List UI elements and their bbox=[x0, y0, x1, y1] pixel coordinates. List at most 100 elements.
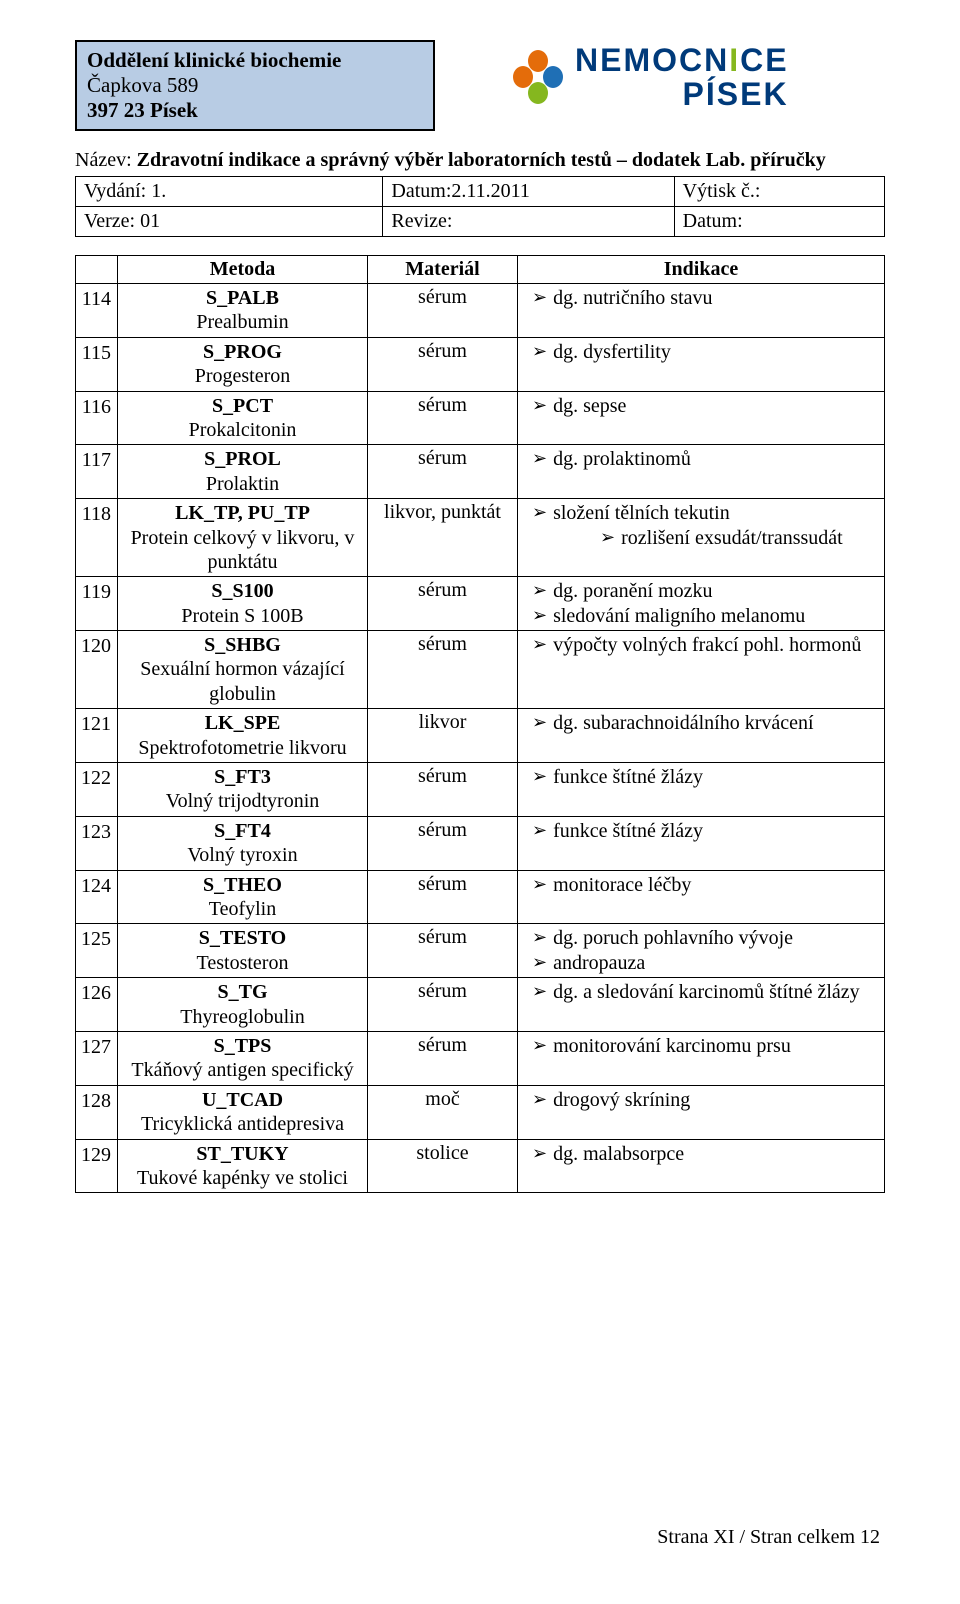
indication-cell: ➢výpočty volných frakcí pohl. hormonů bbox=[518, 631, 885, 709]
row-number: 128 bbox=[76, 1085, 118, 1139]
arrow-icon: ➢ bbox=[532, 926, 547, 949]
method-name: Volný tyroxin bbox=[124, 843, 361, 867]
logo-flower-icon bbox=[513, 50, 563, 106]
row-number: 122 bbox=[76, 763, 118, 817]
indication-item: ➢andropauza bbox=[532, 951, 876, 975]
indication-cell: ➢funkce štítné žlázy bbox=[518, 816, 885, 870]
method-code: S_TESTO bbox=[124, 926, 361, 950]
indication-cell: ➢ složení tělních tekutin➢rozlišení exsud… bbox=[518, 499, 885, 577]
row-number: 129 bbox=[76, 1139, 118, 1193]
col-method: Metoda bbox=[118, 256, 368, 284]
arrow-icon: ➢ bbox=[532, 951, 547, 974]
method-cell: U_TCADTricyklická antidepresiva bbox=[118, 1085, 368, 1139]
method-name: Sexuální hormon vázající globulin bbox=[124, 657, 361, 706]
indication-cell: ➢drogový skríning bbox=[518, 1085, 885, 1139]
table-row: 127S_TPSTkáňový antigen specifickýsérum➢… bbox=[76, 1031, 885, 1085]
method-name: Prokalcitonin bbox=[124, 418, 361, 442]
table-row: 120S_SHBGSexuální hormon vázající globul… bbox=[76, 631, 885, 709]
table-row: 128U_TCADTricyklická antidepresivamoč➢dr… bbox=[76, 1085, 885, 1139]
indication-item: ➢ dg. a sledování karcinomů štítné žlázy bbox=[532, 980, 876, 1004]
material-cell: likvor bbox=[368, 709, 518, 763]
indication-item: ➢dg. dysfertility bbox=[532, 340, 876, 364]
material-cell: sérum bbox=[368, 631, 518, 709]
arrow-icon: ➢ bbox=[532, 980, 547, 1003]
method-name: Progesteron bbox=[124, 364, 361, 388]
meta-row: Verze: 01 Revize: Datum: bbox=[76, 207, 885, 237]
meta-edition: Vydání: 1. bbox=[76, 177, 383, 207]
indication-item: ➢dg. subarachnoidálního krvácení bbox=[532, 711, 876, 735]
row-number: 119 bbox=[76, 577, 118, 631]
arrow-icon: ➢ bbox=[532, 1142, 547, 1165]
method-cell: S_TESTOTestosteron bbox=[118, 924, 368, 978]
method-code: S_S100 bbox=[124, 579, 361, 603]
logo-line1-a: NEMOCN bbox=[575, 42, 729, 78]
indication-item: ➢sledování maligního melanomu bbox=[532, 604, 876, 628]
method-name: Tricyklická antidepresiva bbox=[124, 1112, 361, 1136]
method-code: S_FT3 bbox=[124, 765, 361, 789]
indication-item: ➢rozlišení exsudát/transsudát bbox=[532, 526, 876, 550]
method-cell: S_PROLProlaktin bbox=[118, 445, 368, 499]
arrow-icon: ➢ bbox=[532, 873, 547, 896]
indication-item: ➢monitorace léčby bbox=[532, 873, 876, 897]
indication-text: sledování maligního melanomu bbox=[553, 604, 876, 628]
row-number: 114 bbox=[76, 284, 118, 338]
material-cell: sérum bbox=[368, 445, 518, 499]
indication-text: funkce štítné žlázy bbox=[553, 819, 876, 843]
indication-item: ➢dg. malabsorpce bbox=[532, 1142, 876, 1166]
indication-text: dg. poruch pohlavního vývoje bbox=[553, 926, 876, 950]
material-cell: sérum bbox=[368, 391, 518, 445]
method-code: U_TCAD bbox=[124, 1088, 361, 1112]
method-cell: S_TPSTkáňový antigen specifický bbox=[118, 1031, 368, 1085]
col-indication: Indikace bbox=[518, 256, 885, 284]
table-row: 115S_PROGProgesteronsérum➢dg. dysfertili… bbox=[76, 337, 885, 391]
indication-cell: ➢dg. nutričního stavu bbox=[518, 284, 885, 338]
arrow-icon: ➢ bbox=[532, 447, 547, 470]
logo-line1-b: I bbox=[729, 42, 740, 78]
meta-date2: Datum: bbox=[674, 207, 884, 237]
method-code: ST_TUKY bbox=[124, 1142, 361, 1166]
logo-line1-c: CE bbox=[740, 42, 788, 78]
row-number: 124 bbox=[76, 870, 118, 924]
org-name: Oddělení klinické biochemie bbox=[87, 48, 423, 73]
method-code: S_PROG bbox=[124, 340, 361, 364]
method-name: Volný trijodtyronin bbox=[124, 789, 361, 813]
indication-cell: ➢dg. dysfertility bbox=[518, 337, 885, 391]
indication-text: funkce štítné žlázy bbox=[553, 765, 876, 789]
org-street: Čapkova 589 bbox=[87, 73, 423, 98]
table-row: 125S_TESTOTestosteronsérum ➢ dg. poruch po… bbox=[76, 924, 885, 978]
document-title: Název: Zdravotní indikace a správný výbě… bbox=[75, 149, 885, 172]
method-cell: S_THEOTeofylin bbox=[118, 870, 368, 924]
row-number: 125 bbox=[76, 924, 118, 978]
indication-item: ➢funkce štítné žlázy bbox=[532, 819, 876, 843]
indication-text: složení tělních tekutin bbox=[553, 501, 876, 525]
meta-version: Verze: 01 bbox=[76, 207, 383, 237]
table-row: 116S_PCTProkalcitoninsérum➢dg. sepse bbox=[76, 391, 885, 445]
table-row: 119S_S100Protein S 100Bsérum➢dg. poraněn… bbox=[76, 577, 885, 631]
indication-item: ➢dg. poranění mozku bbox=[532, 579, 876, 603]
indication-text: rozlišení exsudát/transsudát bbox=[621, 526, 876, 550]
method-cell: LK_SPESpektrofotometrie likvoru bbox=[118, 709, 368, 763]
method-cell: S_FT3Volný trijodtyronin bbox=[118, 763, 368, 817]
method-code: S_SHBG bbox=[124, 633, 361, 657]
indication-cell: ➢monitorování karcinomu prsu bbox=[518, 1031, 885, 1085]
row-number: 126 bbox=[76, 978, 118, 1032]
logo-line2: PÍSEK bbox=[575, 78, 789, 112]
material-cell: sérum bbox=[368, 763, 518, 817]
indication-item: ➢ dg. poruch pohlavního vývoje bbox=[532, 926, 876, 950]
material-cell: sérum bbox=[368, 924, 518, 978]
indication-text: dg. nutričního stavu bbox=[553, 286, 876, 310]
indication-text: drogový skríning bbox=[553, 1088, 876, 1112]
arrow-icon: ➢ bbox=[532, 501, 547, 524]
indication-cell: ➢dg. sepse bbox=[518, 391, 885, 445]
indication-item: ➢dg. sepse bbox=[532, 394, 876, 418]
material-cell: sérum bbox=[368, 577, 518, 631]
meta-print: Výtisk č.: bbox=[674, 177, 884, 207]
method-cell: S_PROGProgesteron bbox=[118, 337, 368, 391]
indication-cell: ➢ dg. a sledování karcinomů štítné žlázy bbox=[518, 978, 885, 1032]
row-number: 115 bbox=[76, 337, 118, 391]
indication-text: dg. a sledování karcinomů štítné žlázy bbox=[553, 980, 876, 1004]
indication-cell: ➢dg. subarachnoidálního krvácení bbox=[518, 709, 885, 763]
row-number: 120 bbox=[76, 631, 118, 709]
arrow-icon: ➢ bbox=[532, 340, 547, 363]
method-code: S_FT4 bbox=[124, 819, 361, 843]
